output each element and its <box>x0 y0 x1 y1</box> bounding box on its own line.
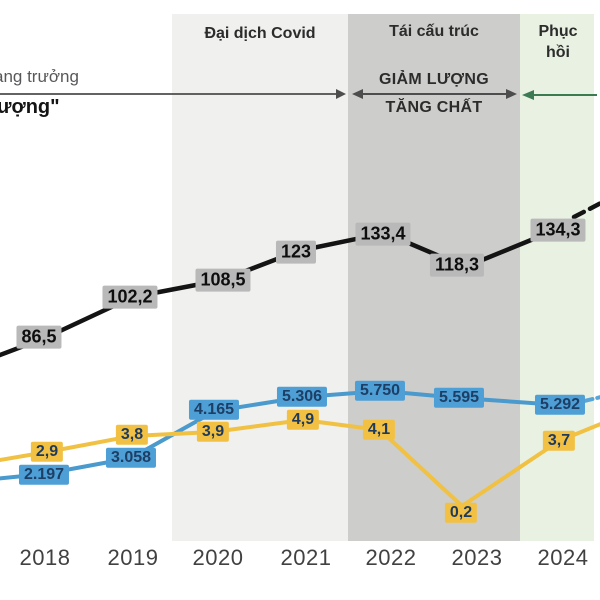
recovery-phase-arrow-icon <box>522 90 597 100</box>
value-label-yellow-2022: 4,1 <box>362 419 396 441</box>
value-label-black-2020: 108,5 <box>195 268 251 292</box>
value-label-yellow-2018: 2,9 <box>30 441 64 463</box>
growth-phase-arrow-icon <box>0 89 346 99</box>
phase-title-restructure: Tái cấu trúc <box>389 23 479 40</box>
value-label-yellow-2023: 0,2 <box>444 502 478 524</box>
value-label-yellow-2021: 4,9 <box>286 409 320 431</box>
quantity-annotation-fragment: ượng" <box>0 96 60 118</box>
value-label-black-2018: 86,5 <box>16 325 62 349</box>
x-axis-label-2018: 2018 <box>19 545 71 570</box>
restructure-phase-arrow-icon <box>352 89 517 99</box>
phase-title-covid: Đại dịch Covid <box>204 25 316 42</box>
x-axis-label-2019: 2019 <box>107 545 159 570</box>
x-axis-label-2023: 2023 <box>451 545 503 570</box>
restructure-note-line1: GIẢM LƯỢNG <box>379 71 489 88</box>
value-label-blue-2021: 5.306 <box>276 386 328 408</box>
phase-title-recovery: Phục hồi <box>538 23 578 61</box>
value-label-blue-2018: 2.197 <box>18 464 70 486</box>
value-label-yellow-2024: 3,7 <box>542 430 576 452</box>
value-label-black-2023: 118,3 <box>429 253 485 277</box>
value-label-black-2024: 134,3 <box>530 218 586 242</box>
value-label-blue-2022: 5.750 <box>354 380 406 402</box>
x-axis-label-2022: 2022 <box>365 545 417 570</box>
x-axis-label-2021: 2021 <box>280 545 332 570</box>
band-recovery-phase <box>520 14 594 541</box>
yellow-series-line <box>0 418 600 508</box>
value-label-blue-2020: 4.165 <box>188 399 240 421</box>
value-label-blue-2023: 5.595 <box>433 387 485 409</box>
black-series-projection <box>571 200 600 220</box>
value-label-blue-2024: 5.292 <box>534 394 586 416</box>
band-restructure-phase <box>348 14 520 541</box>
value-label-blue-2019: 3.058 <box>105 447 157 469</box>
restructure-note-line2: TĂNG CHẤT <box>385 99 483 116</box>
x-axis-label-2024: 2024 <box>537 545 589 570</box>
value-label-black-2021: 123 <box>275 240 317 264</box>
value-label-yellow-2020: 3,9 <box>196 421 230 443</box>
value-label-yellow-2019: 3,8 <box>115 424 149 446</box>
value-label-black-2022: 133,4 <box>355 222 411 246</box>
x-axis-label-2020: 2020 <box>192 545 244 570</box>
value-label-black-2019: 102,2 <box>102 285 158 309</box>
growth-annotation-fragment: ang trưởng <box>0 67 79 86</box>
